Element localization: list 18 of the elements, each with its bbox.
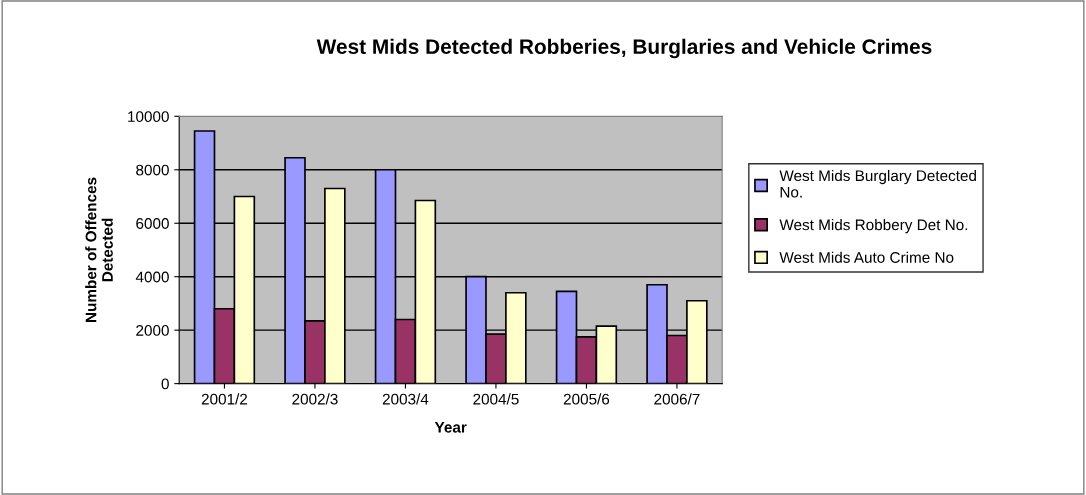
x-tick-label: 2005/6 — [563, 393, 610, 405]
x-tick-label: 2003/4 — [382, 393, 429, 405]
x-tick-label: 2004/5 — [473, 393, 519, 405]
y-tick-label: 0 — [161, 378, 169, 390]
y-tick-label: 4000 — [135, 271, 169, 283]
x-axis-title: Year — [434, 422, 467, 433]
y-tick-label: 6000 — [136, 218, 169, 229]
x-tick-label: 2001/2 — [201, 393, 248, 405]
y-tick-label: 10000 — [128, 111, 169, 123]
legend-label: West Mids Burglary Detected No. — [779, 169, 976, 198]
legend-label: West Mids Auto Crime No — [779, 251, 954, 263]
chart-title: West Mids Detected Robberies, Burglaries and Vehicle Crimes — [316, 38, 932, 59]
y-axis-title: Number of Offences Detected — [85, 177, 113, 322]
x-tick-label: 2002/3 — [292, 393, 338, 405]
x-tick-label: 2006/7 — [654, 393, 700, 405]
y-tick-label: 8000 — [136, 164, 169, 176]
y-tick-label: 2000 — [136, 325, 169, 336]
legend-label: West Mids Robbery Det No. — [779, 219, 968, 234]
